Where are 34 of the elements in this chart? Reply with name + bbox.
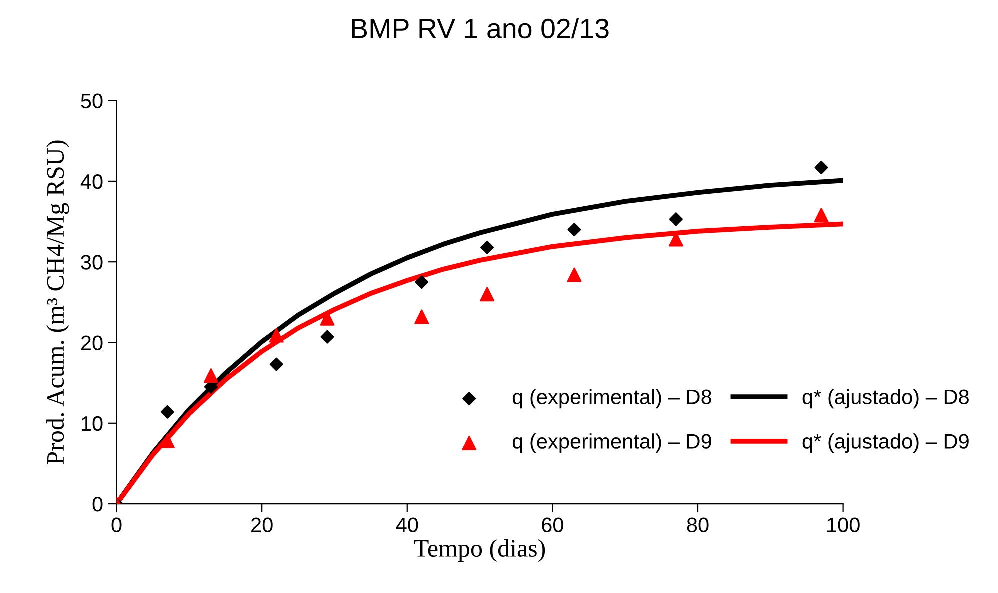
point (480, 287, 495, 302)
point (414, 310, 430, 324)
point (568, 223, 582, 237)
point (814, 208, 829, 223)
x-tick-label: 60 (542, 518, 564, 533)
x-tick-label: 80 (687, 518, 709, 533)
point (204, 368, 218, 384)
point (320, 330, 334, 344)
x-tick-label: 20 (252, 518, 273, 533)
legend-label: q (experimental) – D8 (512, 389, 712, 409)
point (270, 358, 284, 372)
chart-title: BMP RV 1 ano 02/13 (352, 18, 609, 39)
legend-label: q* (ajustado) – D8 (802, 389, 969, 409)
y-tick-label: 20 (81, 336, 103, 351)
x-tick-label: 100 (828, 518, 860, 533)
x-tick-label: 40 (396, 518, 418, 533)
y-tick-label: 10 (82, 416, 103, 432)
y-tick-label: 30 (81, 255, 103, 270)
point (814, 160, 828, 175)
point (160, 405, 174, 419)
point (160, 434, 175, 448)
y-axis-title: Prod. Acum. (m³ CH4/Mg RSU) (46, 140, 70, 464)
x-axis-title: Tempo (dias) (414, 539, 546, 562)
point (269, 328, 284, 343)
point (415, 275, 429, 290)
y-tick-label: 0 (92, 497, 103, 512)
legend-label: q* (ajustado) – D9 (802, 434, 969, 454)
y-tick-label: 50 (81, 94, 103, 109)
legend-label: q (experimental) – D9 (512, 434, 712, 454)
point (567, 268, 582, 282)
point (480, 240, 494, 254)
x-tick-label: 0 (112, 518, 122, 533)
y-tick-label: 40 (80, 174, 103, 190)
point (669, 212, 683, 226)
